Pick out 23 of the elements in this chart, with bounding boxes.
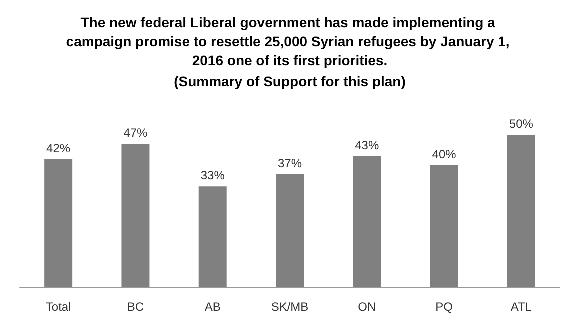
data-label: 33%	[200, 168, 226, 183]
bar	[198, 186, 227, 287]
data-label: 37%	[278, 156, 302, 171]
x-tick-label: ATL	[510, 300, 532, 314]
bar	[507, 135, 536, 287]
bar	[122, 144, 150, 287]
chart-title: The new federal Liberal government has made implementing a campaign promise to resettle 25,000 Syrian refugees by January 1, 2016 one of its first priorities.	[66, 14, 514, 68]
x-tick-label: ON	[358, 300, 376, 314]
x-tick-label: PQ	[436, 300, 453, 314]
x-tick-label: BC	[127, 300, 144, 314]
x-tick-label: AB	[204, 300, 221, 314]
chart-subtitle: (Summary of Support for this plan)	[174, 74, 406, 90]
data-label: 47%	[124, 126, 148, 140]
bar	[430, 165, 458, 287]
data-label: 40%	[432, 147, 457, 162]
data-label: 42%	[46, 141, 71, 156]
bar	[353, 156, 382, 287]
bar	[276, 174, 304, 287]
data-label: 50%	[509, 117, 534, 131]
x-tick-label: Total	[46, 300, 72, 314]
bar	[44, 159, 73, 287]
x-tick-label: SK/MB	[271, 300, 309, 314]
data-label: 43%	[355, 138, 380, 152]
